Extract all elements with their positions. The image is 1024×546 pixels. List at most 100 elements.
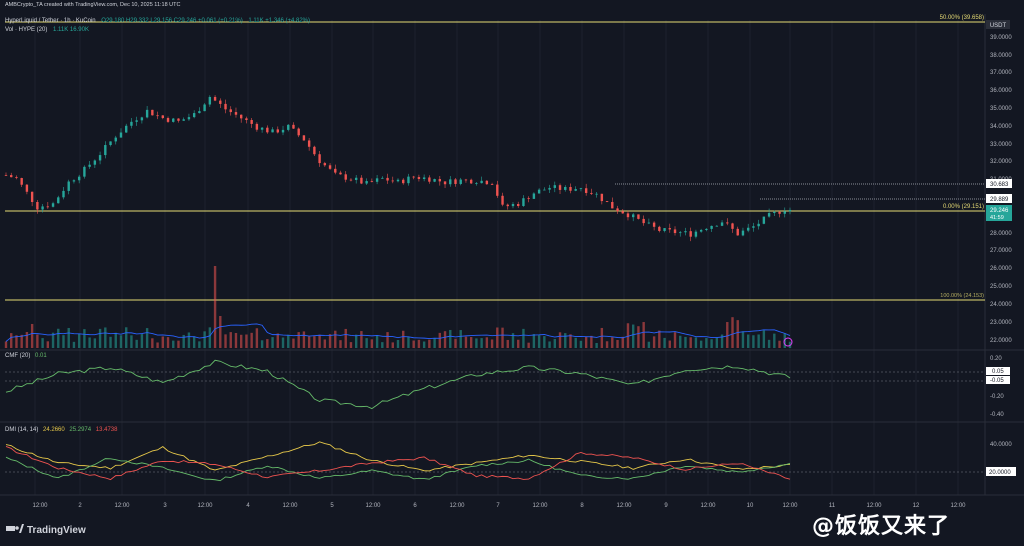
cmf-tick: 0.20	[990, 356, 1002, 362]
volume-bar	[25, 332, 29, 348]
volume-bar	[365, 338, 368, 348]
volume-bar	[720, 334, 724, 348]
candle-body	[276, 129, 279, 133]
volume-bar	[605, 341, 609, 348]
candle-body	[663, 228, 666, 231]
volume-bar	[339, 340, 342, 348]
price-tick: 23.0000	[990, 320, 1012, 326]
volume-bar	[511, 333, 515, 348]
level-29889-label: 29.889	[990, 197, 1009, 203]
volume-bar	[140, 334, 144, 348]
time-tick: 2	[78, 503, 82, 509]
volume-bar	[699, 340, 703, 348]
candle-body	[313, 146, 316, 155]
fib-0-label: 0.00% (29.151)	[943, 204, 984, 210]
dmi-plus-di-line	[5, 456, 791, 482]
volume-bar	[485, 337, 489, 348]
volume-bar	[459, 330, 462, 348]
candle-body	[428, 177, 431, 182]
volume-bar	[684, 336, 687, 348]
dmi-minus-value: 13.4738	[95, 427, 118, 433]
candle-body	[187, 117, 191, 120]
volume-bar	[67, 327, 70, 348]
volume-bar	[323, 339, 327, 348]
volume-legend: Vol · HYPE (20) 1.11K 16.90K	[5, 27, 89, 33]
candle-body	[36, 201, 39, 210]
dmi-minus-di-line	[5, 446, 791, 481]
cmf-lower-badge[interactable]	[986, 376, 1010, 384]
volume-bar	[125, 327, 128, 348]
volume-bar	[36, 334, 39, 348]
time-tick: 12:00	[282, 503, 298, 509]
candle-body	[135, 120, 138, 122]
candle-body	[773, 211, 776, 214]
candle-body	[569, 186, 572, 191]
volume-bar	[443, 331, 447, 348]
candle-body	[668, 228, 671, 230]
symbol-name[interactable]: HyperLiquid / Tether · 1h · KuCoin	[5, 18, 96, 24]
candle-body	[720, 222, 724, 226]
candle-body	[616, 208, 619, 212]
candle-body	[161, 115, 164, 119]
volume-bar	[584, 336, 588, 348]
cmf-label[interactable]: CMF (20)	[5, 353, 31, 359]
candle-body	[412, 176, 415, 178]
currency-box[interactable]	[986, 20, 1010, 29]
candle-body	[151, 109, 154, 116]
dmi-label[interactable]: DMI (14, 14)	[5, 427, 39, 433]
volume-bar	[334, 330, 337, 348]
candle-body	[626, 213, 630, 218]
cmf-upper-badge[interactable]	[986, 367, 1010, 375]
alert-icon[interactable]	[783, 337, 793, 347]
candle-body	[632, 214, 635, 218]
volume-bar	[224, 334, 227, 348]
level-29889-badge[interactable]	[986, 194, 1012, 203]
time-axis[interactable]: 12:00 2 12:00 3 12:00 4 12:00 5 12:00 6 …	[32, 503, 966, 509]
volume-label[interactable]: Vol · HYPE (20)	[5, 27, 48, 33]
candle-body	[88, 164, 91, 167]
volume-bar	[757, 334, 760, 348]
candle-body	[658, 226, 661, 231]
time-tick: 12:00	[700, 503, 716, 509]
time-tick: 12:00	[866, 503, 882, 509]
candle-body	[652, 222, 656, 227]
cmf-value: 0.01	[35, 353, 47, 359]
volume-bar	[276, 333, 279, 348]
price-axis[interactable]: USDT 39.0000 38.0000 37.0000 36.0000 35.…	[986, 20, 1016, 476]
volume-bar	[51, 332, 55, 348]
price-tick: 37.0000	[990, 70, 1012, 76]
level-30683-label: 30.683	[990, 182, 1009, 188]
candle-body	[4, 175, 8, 176]
candle-body	[360, 177, 363, 184]
volume-bar	[741, 331, 745, 348]
volume-bar	[532, 334, 536, 348]
volume-bar	[506, 339, 509, 348]
candle-body	[694, 231, 698, 237]
candle-body	[464, 179, 468, 181]
price-tick: 26.0000	[990, 266, 1012, 272]
symbol-header: HyperLiquid / Tether · 1h · KuCoin O29.1…	[5, 18, 310, 24]
candle-body	[600, 193, 604, 202]
fib-50-label: 50.00% (39.658)	[940, 15, 984, 21]
candle-body	[166, 118, 170, 122]
volume-bar	[302, 331, 306, 348]
dmi-20-badge[interactable]	[986, 467, 1016, 476]
candle-body	[647, 222, 651, 224]
volume-bar	[705, 338, 708, 348]
level-30683-badge[interactable]	[986, 179, 1012, 188]
price-tick: 38.0000	[990, 53, 1012, 59]
tradingview-logo[interactable]: TradingView	[6, 524, 86, 536]
volume-bar	[318, 334, 321, 348]
volume-bar	[715, 338, 719, 348]
price-tick: 34.0000	[990, 124, 1012, 130]
candle-body	[752, 226, 755, 228]
candle-body	[15, 177, 18, 179]
current-price-badge[interactable]	[986, 205, 1012, 221]
candle-body	[77, 176, 81, 181]
dmi-adx-value: 24.2660	[43, 427, 65, 433]
time-tick: 8	[580, 503, 584, 509]
volume-bar	[88, 337, 91, 348]
volume-bar	[548, 341, 551, 348]
candle-body	[469, 179, 473, 184]
